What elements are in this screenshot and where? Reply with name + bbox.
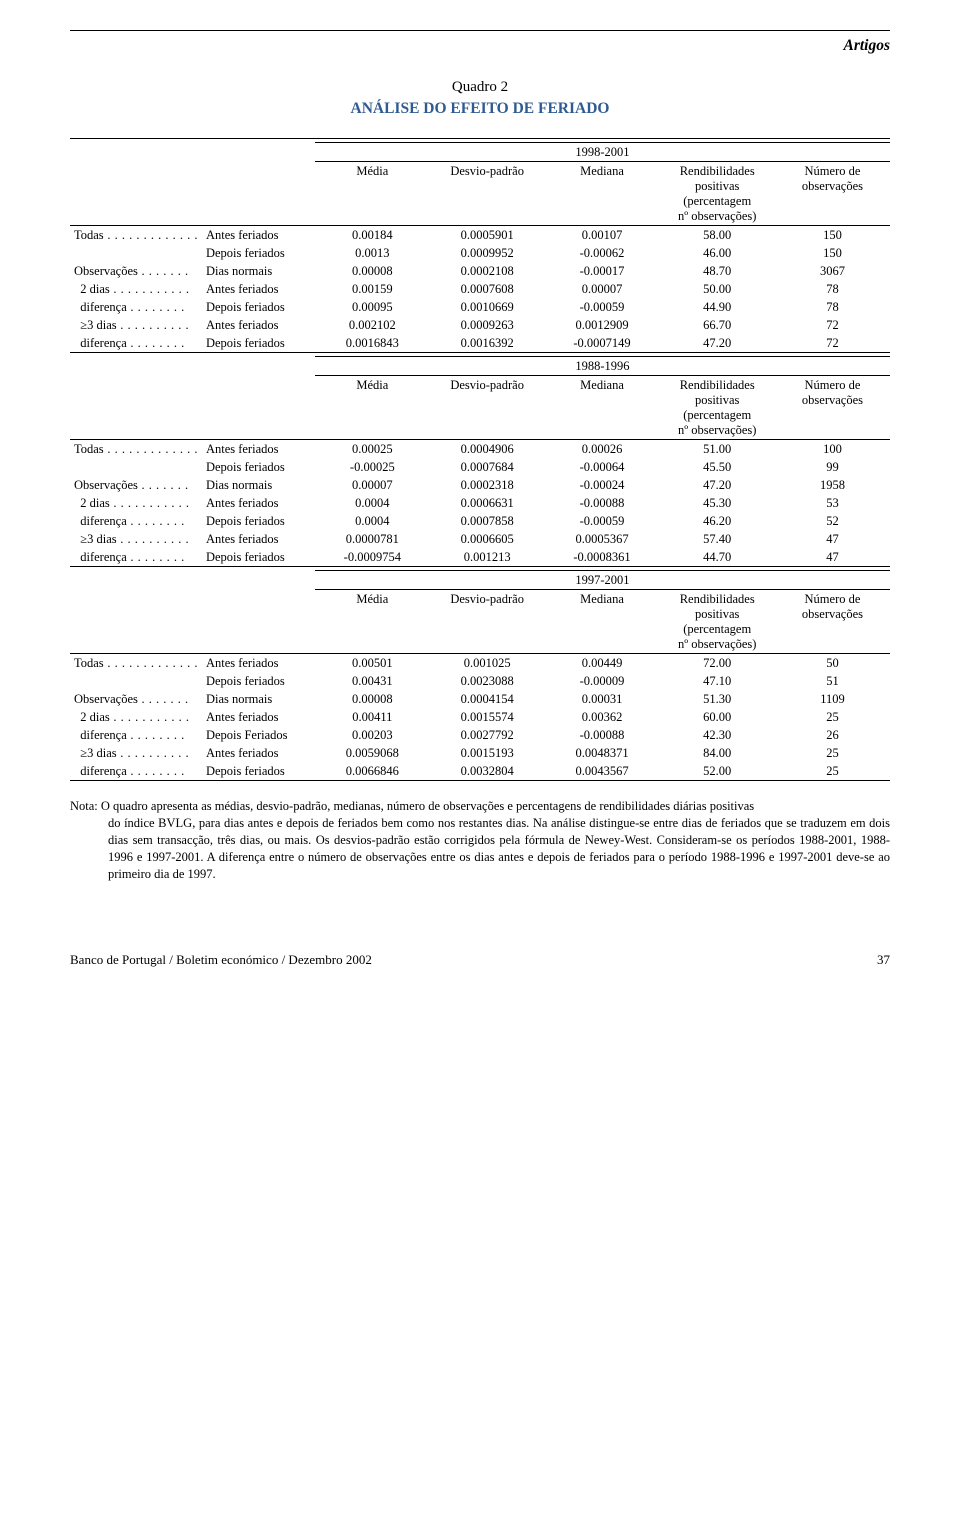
col-rend: Rendibilidades positivas (percentagem nº… (659, 376, 774, 440)
col-desvio: Desvio-padrão (430, 590, 545, 654)
data-table: 1998-2001 Média Desvio-padrão Mediana Re… (70, 138, 890, 784)
table-number: Quadro 2 (70, 79, 890, 96)
row-sublabel: Antes feriados (202, 654, 315, 673)
row-sublabel: Dias normais (202, 476, 315, 494)
col-numero: Número de observações (775, 162, 890, 226)
col-mediana: Mediana (545, 590, 660, 654)
row-sublabel: Antes feriados (202, 280, 315, 298)
col-desvio: Desvio-padrão (430, 376, 545, 440)
row-sublabel: Antes feriados (202, 226, 315, 245)
col-numero: Número de observações (775, 590, 890, 654)
col-rend: Rendibilidades positivas (percentagem nº… (659, 162, 774, 226)
row-label: diferença . . . . . . . . (70, 762, 202, 781)
col-media: Média (315, 590, 430, 654)
page-footer: Banco de Portugal / Boletim económico / … (70, 952, 890, 968)
period-label: 1997-2001 (315, 571, 890, 590)
section-header: Artigos (70, 30, 890, 55)
note-prefix: Nota: (70, 799, 98, 813)
row-sublabel: Depois feriados (202, 458, 315, 476)
row-sublabel: Depois feriados (202, 298, 315, 316)
row-sublabel: Antes feriados (202, 440, 315, 459)
row-label: 2 dias . . . . . . . . . . . (70, 708, 202, 726)
note-body-first: O quadro apresenta as médias, desvio-pad… (101, 799, 754, 813)
table-note: Nota: O quadro apresenta as médias, desv… (70, 798, 890, 882)
row-sublabel: Depois feriados (202, 244, 315, 262)
period-label: 1998-2001 (315, 143, 890, 162)
row-label: diferença . . . . . . . . (70, 726, 202, 744)
row-label: 2 dias . . . . . . . . . . . (70, 280, 202, 298)
table-caption: ANÁLISE DO EFEITO DE FERIADO (70, 100, 890, 118)
col-mediana: Mediana (545, 162, 660, 226)
row-label: ≥3 dias . . . . . . . . . . (70, 530, 202, 548)
row-label: diferença . . . . . . . . (70, 512, 202, 530)
row-sublabel: Antes feriados (202, 708, 315, 726)
footer-left: Banco de Portugal / Boletim económico / … (70, 952, 372, 968)
footer-page-number: 37 (877, 952, 890, 968)
period-label: 1988-1996 (315, 357, 890, 376)
row-label: diferença . . . . . . . . (70, 298, 202, 316)
row-sublabel: Antes feriados (202, 744, 315, 762)
row-sublabel: Depois feriados (202, 672, 315, 690)
row-label: Observações . . . . . . . (70, 262, 202, 280)
row-sublabel: Antes feriados (202, 530, 315, 548)
row-label: ≥3 dias . . . . . . . . . . (70, 744, 202, 762)
col-desvio: Desvio-padrão (430, 162, 545, 226)
row-sublabel: Depois feriados (202, 762, 315, 781)
row-sublabel: Dias normais (202, 690, 315, 708)
row-label: Todas . . . . . . . . . . . . . (70, 440, 202, 459)
note-body-rest: do índice BVLG, para dias antes e depois… (70, 815, 890, 883)
section-title: Artigos (843, 37, 890, 55)
col-media: Média (315, 376, 430, 440)
row-label: 2 dias . . . . . . . . . . . (70, 494, 202, 512)
col-media: Média (315, 162, 430, 226)
row-sublabel: Depois Feriados (202, 726, 315, 744)
row-label: Observações . . . . . . . (70, 476, 202, 494)
row-label: Todas . . . . . . . . . . . . . (70, 654, 202, 673)
row-label: ≥3 dias . . . . . . . . . . (70, 316, 202, 334)
row-sublabel: Depois feriados (202, 334, 315, 353)
row-label: Todas . . . . . . . . . . . . . (70, 226, 202, 245)
row-sublabel: Antes feriados (202, 316, 315, 334)
row-sublabel: Dias normais (202, 262, 315, 280)
row-sublabel: Depois feriados (202, 512, 315, 530)
col-mediana: Mediana (545, 376, 660, 440)
row-sublabel: Antes feriados (202, 494, 315, 512)
row-label: diferença . . . . . . . . (70, 548, 202, 567)
row-sublabel: Depois feriados (202, 548, 315, 567)
row-label: diferença . . . . . . . . (70, 334, 202, 353)
col-rend: Rendibilidades positivas (percentagem nº… (659, 590, 774, 654)
row-label: Observações . . . . . . . (70, 690, 202, 708)
col-numero: Número de observações (775, 376, 890, 440)
